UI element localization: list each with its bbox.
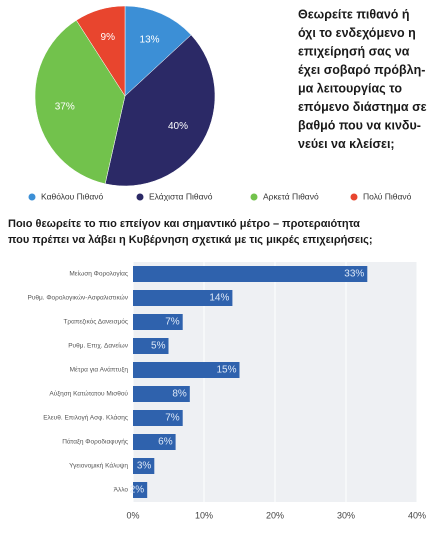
category-label: Μείωση Φορολογίας	[69, 270, 128, 278]
legend-label: Πολύ Πιθανό	[363, 191, 412, 201]
category-label: Ρυθμ. Φορολογικών-Ασφαλιστικών	[27, 294, 128, 302]
value-label: 6%	[158, 437, 173, 448]
legend-label: Καθόλου Πιθανό	[41, 191, 104, 201]
question-line: νεύει να κλείσει;	[298, 137, 395, 151]
question-line: μα λειτουργίας το	[298, 81, 402, 95]
legend-label: Ελάχιστα Πιθανό	[149, 191, 213, 201]
category-label: Αύξηση Κατώτατου Μισθού	[49, 390, 128, 398]
slice-label: 37%	[55, 101, 75, 112]
legend-swatch	[250, 193, 258, 201]
slice-label: 40%	[168, 121, 188, 132]
pie-slice	[75, 5, 126, 97]
x-tick-label: 20%	[266, 510, 284, 520]
question-line: βαθμό που να κινδυ-	[298, 118, 421, 132]
category-label: Μέτρα για Ανάπτυξη	[70, 366, 129, 374]
category-label: Πάταξη Φοροδιαφυγής	[62, 438, 128, 446]
value-label: 15%	[216, 365, 236, 376]
bar	[133, 434, 176, 450]
category-label: Άλλο	[114, 487, 129, 494]
slice-label: 13%	[140, 35, 160, 46]
value-label: 7%	[165, 413, 180, 424]
legend-swatch	[28, 193, 36, 201]
bar	[133, 338, 169, 354]
question-line: επιχείρησή σας να	[298, 44, 410, 58]
pie-slice	[124, 5, 192, 97]
legend-swatch	[350, 193, 358, 201]
legend-label: Αρκετά Πιθανό	[263, 191, 319, 201]
value-label: 8%	[172, 389, 187, 400]
value-label: 2%	[130, 485, 145, 496]
bar	[133, 266, 368, 282]
x-tick-label: 0%	[126, 510, 139, 520]
value-label: 7%	[165, 317, 180, 328]
question-line: Θεωρείτε πιθανό ή	[298, 7, 410, 21]
category-label: Υγειονομική Κάλυψη	[69, 462, 128, 470]
category-label: Τραπεζικός Δανεισμός	[63, 318, 128, 326]
slice-label: 9%	[101, 32, 116, 43]
category-label: Ελευθ. Επιλογή Ασφ. Κλάσης	[43, 414, 128, 422]
value-label: 33%	[344, 269, 364, 280]
value-label: 14%	[209, 293, 229, 304]
bar	[133, 458, 155, 474]
question-line: Ποιο θεωρείτε το πιο επείγον και σημαντι…	[8, 218, 360, 230]
bar	[133, 290, 233, 306]
pie-slice	[104, 34, 216, 187]
question-line: όχι το ενδεχόμενο η	[298, 26, 416, 40]
bar	[133, 482, 148, 498]
bar	[133, 386, 190, 402]
question-line: έχει σοβαρό πρόβλη-	[298, 63, 425, 77]
legend-swatch	[136, 193, 144, 201]
bar	[133, 362, 240, 378]
x-tick-label: 10%	[195, 510, 213, 520]
value-label: 3%	[137, 461, 152, 472]
value-label: 5%	[151, 341, 166, 352]
bar	[133, 410, 183, 426]
question-line: που πρέπει να λάβει η Κυβέρνηση σχετικά …	[8, 234, 373, 246]
category-label: Ρυθμ. Επιχ. Δανείων	[68, 342, 128, 350]
question-line: επόμενο διάστημα σε	[298, 100, 427, 114]
bar	[133, 314, 183, 330]
x-tick-label: 30%	[337, 510, 355, 520]
x-tick-label: 40%	[408, 510, 426, 520]
